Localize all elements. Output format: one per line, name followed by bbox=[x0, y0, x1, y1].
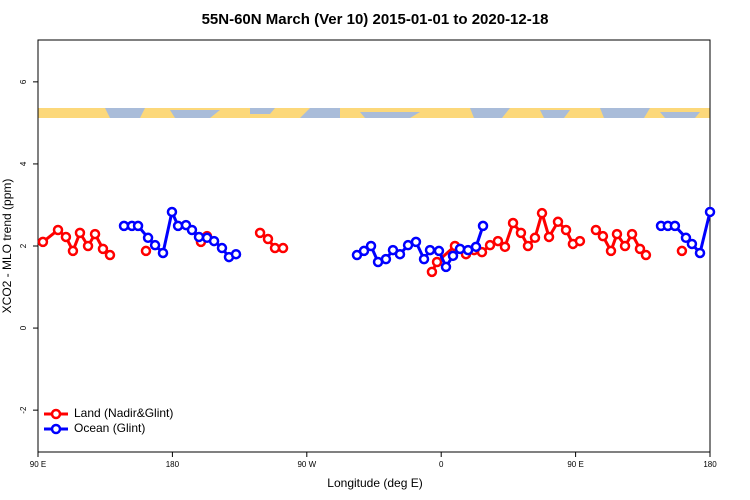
y-tick-label: 2 bbox=[19, 243, 28, 248]
point bbox=[140, 245, 152, 257]
point bbox=[597, 230, 609, 242]
chart-title: 55N-60N March (Ver 10) 2015-01-01 to 202… bbox=[202, 11, 549, 28]
point bbox=[418, 253, 430, 265]
point bbox=[433, 245, 445, 257]
point bbox=[522, 240, 534, 252]
point bbox=[447, 250, 459, 262]
point bbox=[132, 220, 144, 232]
x-axis-label: Longitude (deg E) bbox=[327, 476, 422, 490]
point bbox=[142, 232, 154, 244]
point bbox=[149, 239, 161, 251]
point bbox=[277, 242, 289, 254]
point bbox=[269, 242, 281, 254]
y-tick-label: 0 bbox=[19, 325, 28, 330]
point bbox=[477, 220, 489, 232]
point bbox=[605, 245, 617, 257]
point bbox=[574, 235, 586, 247]
point bbox=[440, 261, 452, 273]
point bbox=[694, 247, 706, 259]
point bbox=[454, 243, 466, 255]
point bbox=[97, 243, 109, 255]
point bbox=[104, 249, 116, 261]
legend-label: Ocean (Glint) bbox=[74, 421, 145, 435]
point bbox=[515, 227, 527, 239]
point bbox=[492, 235, 504, 247]
y-tick-label: 4 bbox=[19, 161, 28, 166]
x-tick-label: 90 E bbox=[30, 460, 46, 469]
point bbox=[60, 231, 72, 243]
map-strip bbox=[38, 108, 710, 118]
point bbox=[529, 232, 541, 244]
point bbox=[499, 241, 511, 253]
point bbox=[74, 227, 86, 239]
point bbox=[358, 245, 370, 257]
point bbox=[484, 239, 496, 251]
point bbox=[208, 235, 220, 247]
point bbox=[590, 224, 602, 236]
point bbox=[89, 228, 101, 240]
point bbox=[166, 206, 178, 218]
point bbox=[426, 266, 438, 278]
point bbox=[543, 231, 555, 243]
point bbox=[365, 240, 377, 252]
point bbox=[230, 248, 242, 260]
point bbox=[262, 233, 274, 245]
y-tick-label: 6 bbox=[19, 79, 28, 84]
point bbox=[626, 228, 638, 240]
point bbox=[619, 240, 631, 252]
point bbox=[380, 253, 392, 265]
point bbox=[470, 241, 482, 253]
point bbox=[37, 236, 49, 248]
point bbox=[704, 206, 716, 218]
point bbox=[193, 231, 205, 243]
legend-label: Land (Nadir&Glint) bbox=[74, 406, 173, 420]
point bbox=[186, 224, 198, 236]
point bbox=[394, 248, 406, 260]
point bbox=[52, 224, 64, 236]
x-tick-label: 180 bbox=[166, 460, 180, 469]
point bbox=[507, 217, 519, 229]
point bbox=[216, 242, 228, 254]
point bbox=[536, 207, 548, 219]
legend-marker bbox=[50, 423, 62, 435]
point bbox=[560, 224, 572, 236]
point bbox=[410, 236, 422, 248]
x-tick-label: 90 E bbox=[567, 460, 583, 469]
x-tick-label: 180 bbox=[703, 460, 717, 469]
point bbox=[431, 256, 443, 268]
point bbox=[611, 228, 623, 240]
point bbox=[82, 240, 94, 252]
point bbox=[680, 232, 692, 244]
point bbox=[669, 220, 681, 232]
point bbox=[157, 247, 169, 259]
point bbox=[640, 249, 652, 261]
y-tick-label: -2 bbox=[19, 406, 28, 414]
point bbox=[424, 244, 436, 256]
point bbox=[254, 227, 266, 239]
x-tick-label: 90 W bbox=[297, 460, 316, 469]
point bbox=[552, 216, 564, 228]
point bbox=[676, 245, 688, 257]
legend-marker bbox=[50, 408, 62, 420]
point bbox=[686, 238, 698, 250]
x-tick-label: 0 bbox=[439, 460, 444, 469]
point bbox=[634, 243, 646, 255]
point bbox=[67, 245, 79, 257]
y-axis-label: XCO2 - MLO trend (ppm) bbox=[0, 179, 14, 314]
